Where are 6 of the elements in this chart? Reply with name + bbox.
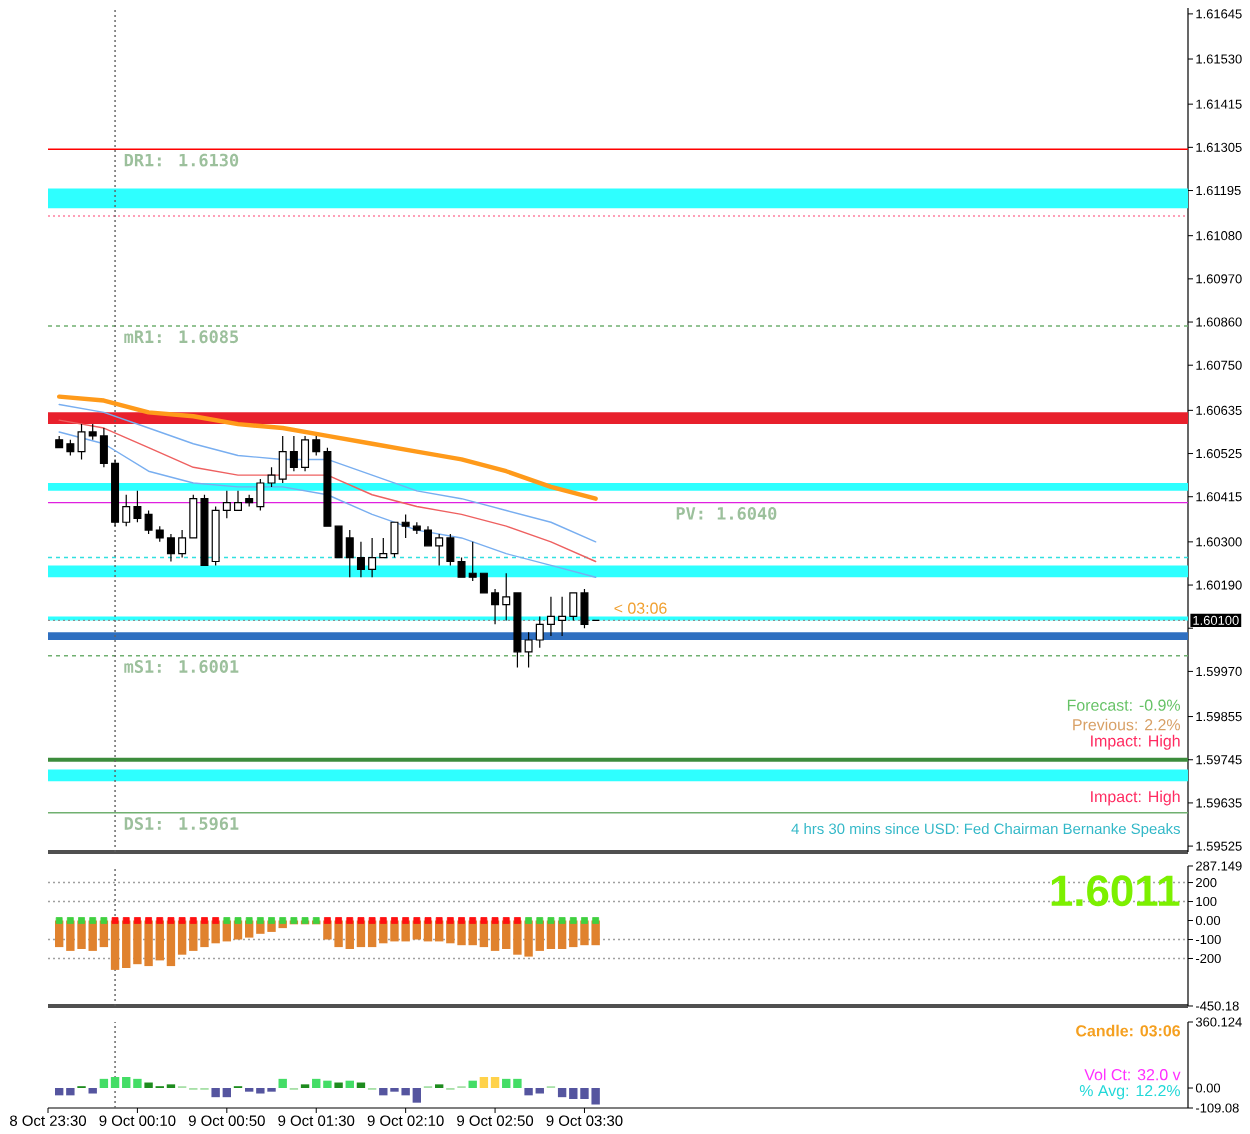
ref-line-label: PV: 1.6040: [676, 507, 777, 520]
ref-line-label: mR1: 1.6085: [124, 330, 239, 344]
annotation: 1.6011: [1051, 875, 1180, 907]
ref-line-label: mS1: 1.6001: [124, 660, 239, 673]
ref-line-label: DR1: 1.6130: [124, 153, 239, 167]
ref-line-label: DS1: 1.5961: [124, 817, 239, 831]
